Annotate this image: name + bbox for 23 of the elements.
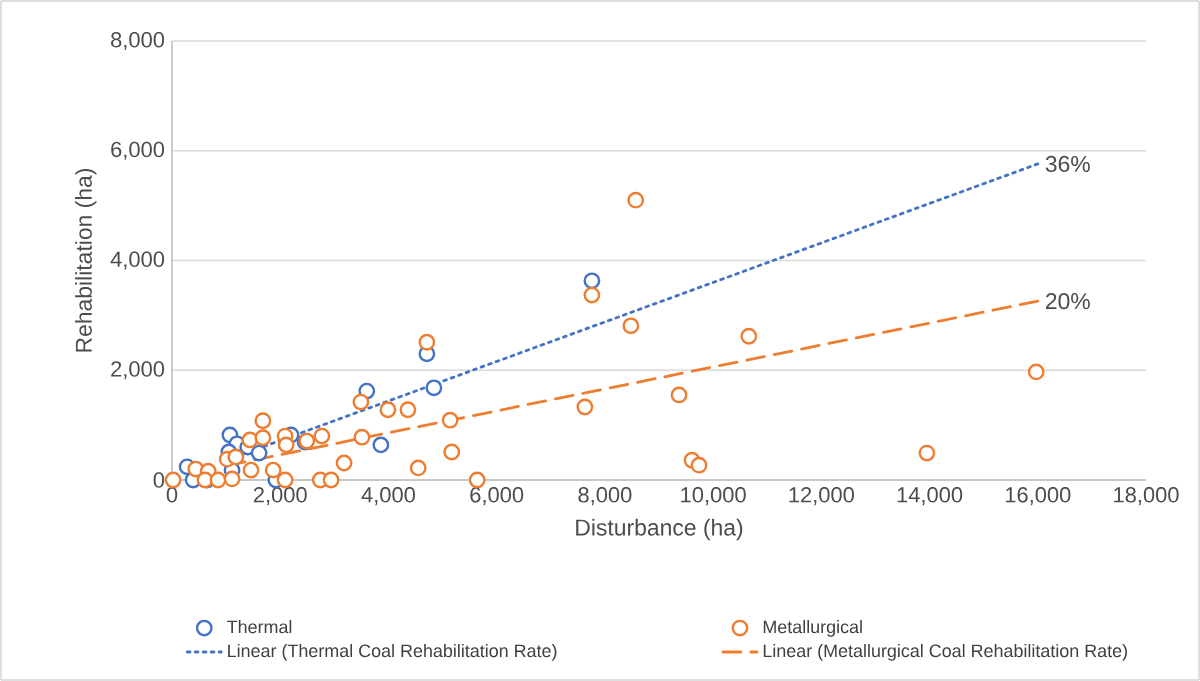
legend-label: Metallurgical [763, 620, 862, 637]
annotation: 20% [1045, 293, 1090, 310]
legend-label: Thermal [227, 620, 292, 634]
x-tick-label: 4,000 [361, 487, 415, 506]
x-tick-label: 12,000 [789, 487, 854, 506]
legend-label: Linear (Metallurgical Coal Rehabilitation Rate) [763, 644, 1127, 661]
x-tick-label: 14,000 [897, 487, 963, 506]
y-tick-label: 6,000 [111, 141, 165, 160]
x-tick-label: 2,000 [253, 487, 307, 506]
x-tick-label: 8,000 [578, 487, 632, 506]
y-axis-title: Rehabilitation (ha) [75, 169, 97, 352]
x-tick-label: 18,000 [1114, 487, 1179, 506]
x-tick-label: 0 [166, 487, 178, 503]
x-tick-label: 6,000 [470, 487, 524, 506]
x-axis-title: Disturbance (ha) [576, 518, 743, 541]
x-tick-label: 16,000 [1005, 487, 1071, 506]
y-tick-label: 0 [153, 472, 165, 488]
legend-label: Linear (Thermal Coal Rehabilitation Rate) [228, 644, 557, 661]
annotation: 36% [1045, 155, 1090, 173]
y-tick-label: 8,000 [111, 31, 165, 51]
x-tick-label: 10,000 [681, 487, 746, 506]
y-tick-label: 4,000 [110, 251, 165, 270]
y-tick-label: 2,000 [111, 361, 165, 380]
